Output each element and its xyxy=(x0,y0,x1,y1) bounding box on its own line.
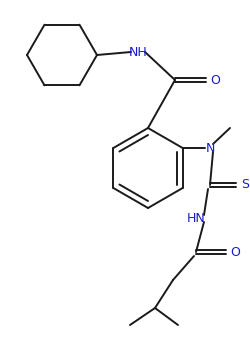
Text: O: O xyxy=(229,245,239,258)
Text: N: N xyxy=(204,142,214,155)
Text: NH: NH xyxy=(128,46,147,59)
Text: HN: HN xyxy=(186,211,204,225)
Text: O: O xyxy=(209,73,219,86)
Text: S: S xyxy=(240,179,248,191)
